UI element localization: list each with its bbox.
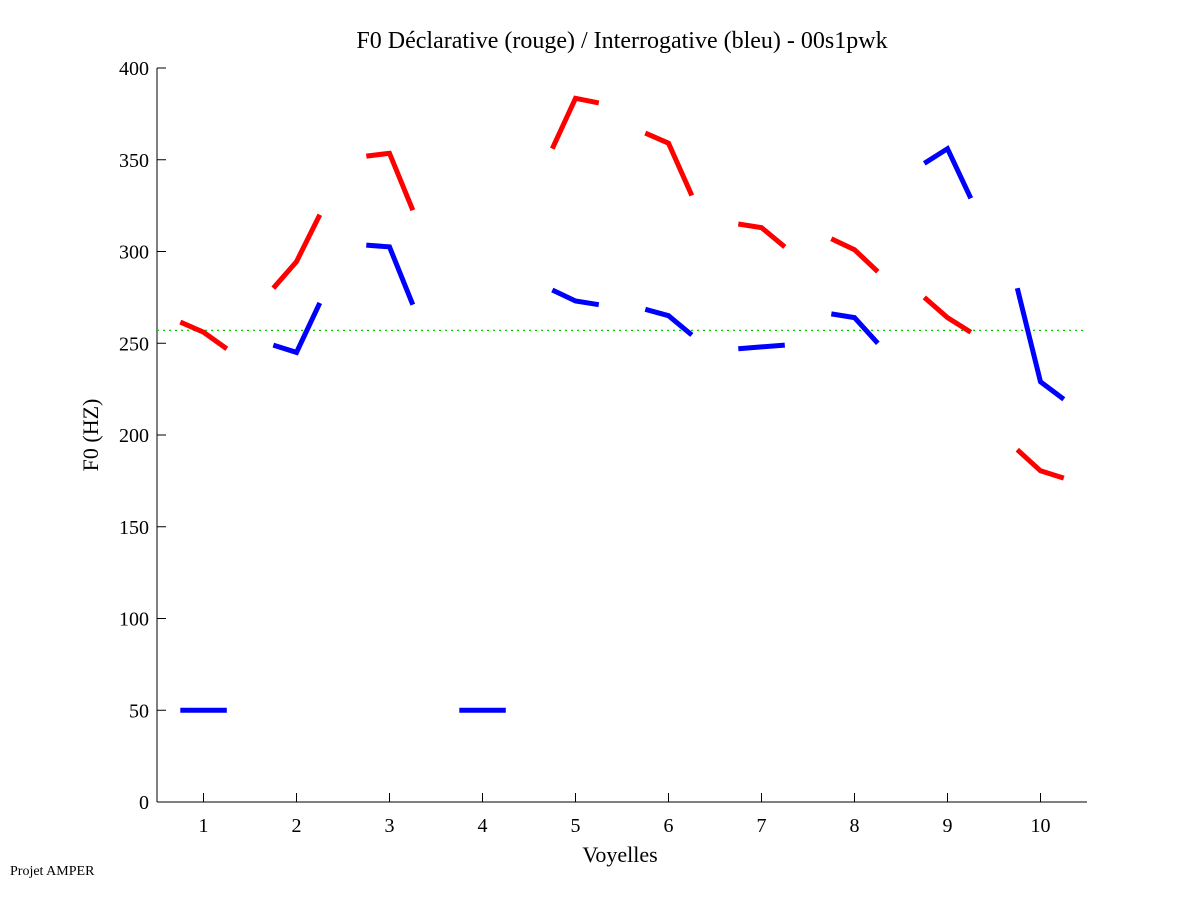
interrogative-segment xyxy=(366,242,416,306)
declarative-segment xyxy=(550,95,600,150)
declarative-segment xyxy=(922,295,973,335)
x-axis-label: Voyelles xyxy=(582,842,657,867)
interrogative-segment xyxy=(922,145,974,200)
x-tick-label: 4 xyxy=(478,815,488,837)
x-tick-label: 9 xyxy=(943,815,953,837)
x-tick-label: 5 xyxy=(571,815,581,837)
y-tick-label: 150 xyxy=(119,517,149,539)
interrogative-segment xyxy=(738,342,785,352)
x-tick-label: 8 xyxy=(850,815,860,837)
y-tick-label: 0 xyxy=(139,792,149,814)
x-tick-label: 3 xyxy=(385,815,395,837)
declarative-segment xyxy=(830,236,880,274)
x-tick-label: 2 xyxy=(292,815,302,837)
interrogative-segment xyxy=(272,301,323,356)
interrogative-segment xyxy=(1014,287,1066,402)
chart-title: F0 Déclarative (rouge) / Interrogative (… xyxy=(356,28,887,54)
y-tick-label: 200 xyxy=(119,425,149,447)
x-tick-label: 10 xyxy=(1031,815,1051,837)
x-tick-label: 6 xyxy=(664,815,674,837)
y-tick-label: 300 xyxy=(119,242,149,264)
y-tick-label: 400 xyxy=(119,58,149,80)
x-tick-label: 1 xyxy=(199,815,209,837)
interrogative-segment xyxy=(830,311,880,345)
declarative-segment xyxy=(737,221,787,249)
y-tick-label: 250 xyxy=(119,333,149,355)
footer-credit: Projet AMPER xyxy=(10,864,95,879)
y-tick-label: 100 xyxy=(119,609,149,631)
declarative-segment xyxy=(179,319,229,351)
x-tick-label: 7 xyxy=(757,815,767,837)
interrogative-segment xyxy=(551,287,600,308)
declarative-segment xyxy=(271,213,323,290)
y-tick-label: 50 xyxy=(129,700,149,722)
declarative-segment xyxy=(1015,447,1065,481)
declarative-segment xyxy=(366,150,416,212)
declarative-segment xyxy=(644,130,695,197)
y-tick-label: 350 xyxy=(119,150,149,172)
interrogative-segment xyxy=(644,306,694,337)
y-axis-label: F0 (HZ) xyxy=(78,399,103,472)
